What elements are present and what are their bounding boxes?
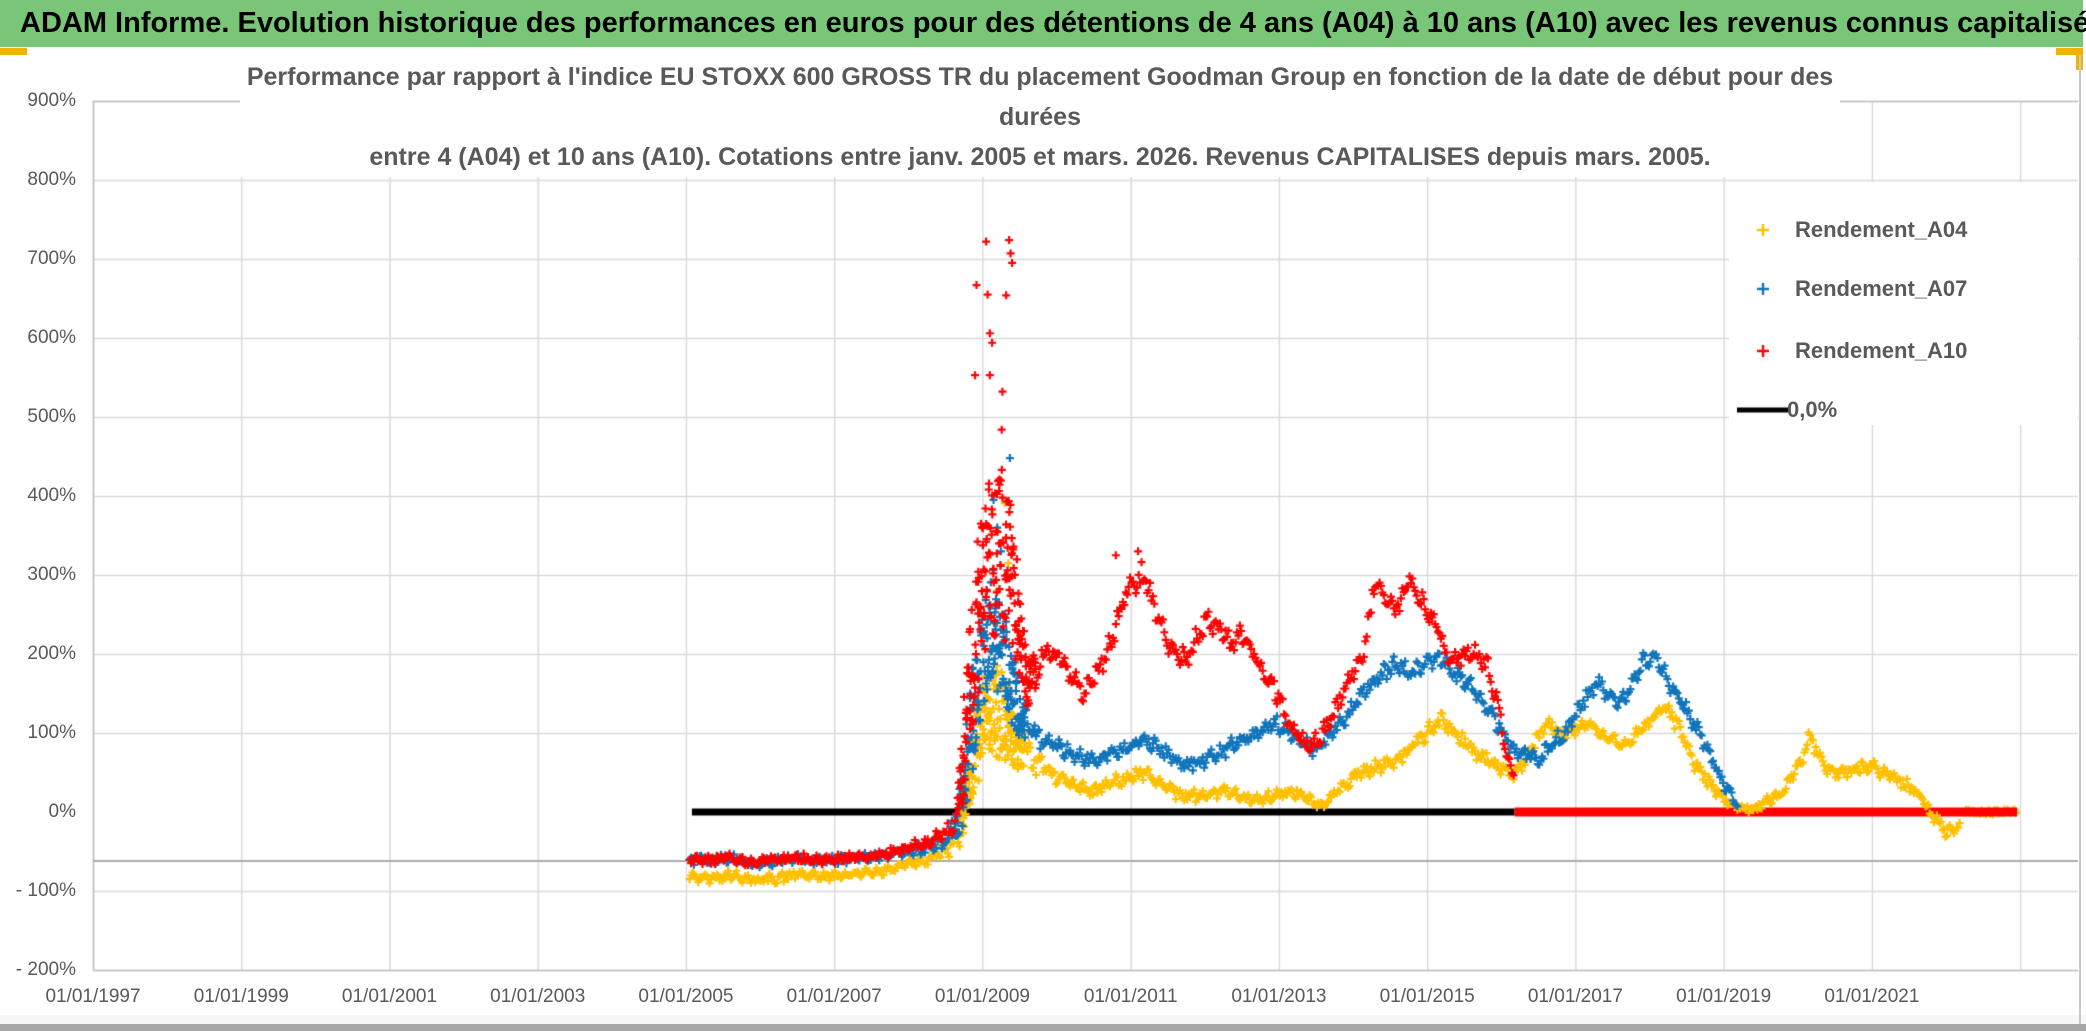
legend-plus-marker-icon: [1735, 277, 1795, 301]
chart-title-line1: Performance par rapport à l'indice EU ST…: [246, 63, 1834, 131]
frame-bottom-bar: [0, 1024, 2086, 1031]
y-axis-label: - 100%: [15, 880, 76, 901]
y-axis-label: 300%: [27, 564, 76, 585]
legend-line-swatch-icon: [1735, 398, 1795, 422]
gold-accent-top-right: [2056, 48, 2083, 55]
y-axis-label: 800%: [27, 169, 76, 190]
chart-legend: Rendement_A04 Rendement_A07 Rendement_A10 0…: [1729, 182, 2077, 425]
x-axis-label: 01/01/2003: [490, 986, 586, 1007]
gold-accent-top-left: [0, 48, 27, 55]
y-axis-label: 900%: [27, 90, 76, 111]
legend-label: 0,0%: [1787, 397, 1838, 422]
y-axis-label: 600%: [27, 327, 76, 348]
x-axis-label: 01/01/2017: [1527, 986, 1623, 1007]
x-axis-label: 01/01/2013: [1231, 986, 1327, 1007]
frame-bottom-strip: [0, 1015, 2086, 1024]
y-axis-label: 700%: [27, 248, 76, 269]
y-axis-label: 400%: [27, 485, 76, 506]
x-axis-label: 01/01/2011: [1083, 986, 1178, 1007]
legend-plus-marker-icon: [1735, 339, 1795, 363]
x-axis-label: 01/01/2001: [341, 986, 438, 1007]
legend-item-rendement-a07[interactable]: Rendement_A07: [1729, 269, 2077, 309]
y-axis-label: 100%: [27, 722, 76, 743]
x-axis-label: 01/01/1999: [193, 986, 289, 1007]
x-axis-label: 01/01/2005: [638, 986, 734, 1007]
legend-item-rendement-a10[interactable]: Rendement_A10: [1729, 331, 2077, 371]
x-axis-label: 01/01/2009: [934, 986, 1030, 1007]
y-axis-label: 500%: [27, 406, 76, 427]
x-axis-label: 01/01/2015: [1379, 986, 1475, 1007]
x-axis-label: 01/01/1997: [45, 986, 141, 1007]
legend-label: Rendement_A10: [1795, 338, 1968, 363]
document-title: ADAM Informe. Evolution historique des p…: [20, 7, 2086, 39]
legend-label: Rendement_A07: [1795, 276, 1968, 301]
legend-item-0-0-[interactable]: 0,0%: [1729, 390, 2077, 430]
frame-right-edge: [2079, 55, 2081, 1024]
y-axis-label: 200%: [27, 643, 76, 664]
x-axis-label: 01/01/2007: [786, 986, 882, 1007]
y-axis-label: - 200%: [15, 959, 76, 980]
x-axis-label: 01/01/2021: [1824, 986, 1920, 1007]
document-title-bar: ADAM Informe. Evolution historique des p…: [0, 0, 2086, 47]
legend-label: Rendement_A04: [1795, 217, 1968, 242]
chart-title-line2: entre 4 (A04) et 10 ans (A10). Cotations…: [369, 143, 1711, 171]
y-axis-label: 0%: [48, 801, 76, 822]
x-axis-label: 01/01/2019: [1676, 986, 1772, 1007]
legend-item-rendement-a04[interactable]: Rendement_A04: [1729, 210, 2077, 250]
chart-title: Performance par rapport à l'indice EU ST…: [240, 57, 1840, 177]
legend-plus-marker-icon: [1735, 218, 1795, 242]
